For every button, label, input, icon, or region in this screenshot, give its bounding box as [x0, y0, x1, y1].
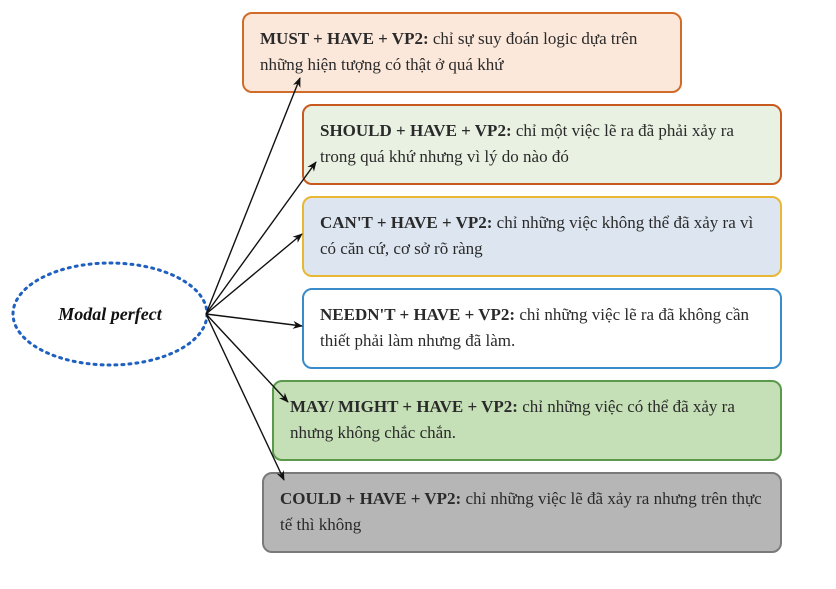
box-heading: SHOULD + HAVE + VP2: [320, 121, 512, 140]
definition-box-may: MAY/ MIGHT + HAVE + VP2: chỉ những việc … [272, 380, 782, 461]
box-heading: MUST + HAVE + VP2: [260, 29, 429, 48]
central-node: Modal perfect [10, 260, 210, 368]
box-heading: MAY/ MIGHT + HAVE + VP2: [290, 397, 518, 416]
definition-box-cant: CAN'T + HAVE + VP2: chỉ những việc không… [302, 196, 782, 277]
box-heading: CAN'T + HAVE + VP2: [320, 213, 492, 232]
definition-box-neednt: NEEDN'T + HAVE + VP2: chỉ những việc lẽ … [302, 288, 782, 369]
definition-box-must: MUST + HAVE + VP2: chỉ sự suy đoán logic… [242, 12, 682, 93]
definition-box-should: SHOULD + HAVE + VP2: chỉ một việc lẽ ra … [302, 104, 782, 185]
box-heading: COULD + HAVE + VP2: [280, 489, 461, 508]
box-heading: NEEDN'T + HAVE + VP2: [320, 305, 515, 324]
diagram-canvas: Modal perfect MUST + HAVE + VP2: chỉ sự … [0, 0, 836, 589]
definition-box-could: COULD + HAVE + VP2: chỉ những việc lẽ đã… [262, 472, 782, 553]
central-label: Modal perfect [58, 304, 161, 325]
